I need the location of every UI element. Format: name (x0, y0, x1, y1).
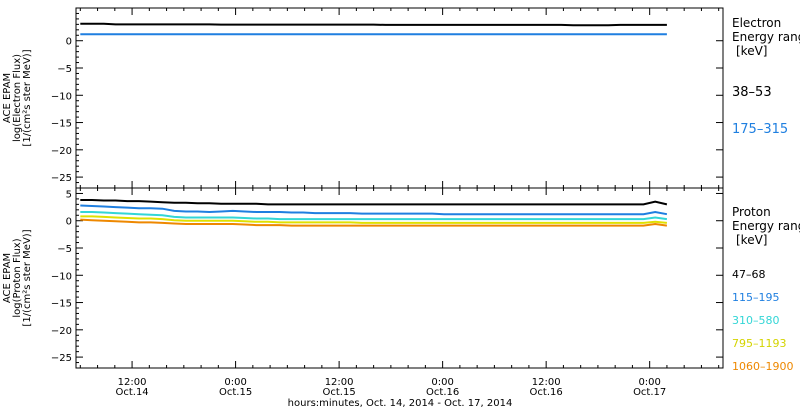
y-tick-label: −25 (51, 353, 72, 364)
proton-panel: 5 0 −5 −10 −15 −20 −25 ACE EPAM log(Proton Flu… (2, 187, 800, 373)
x-tick-date-label: Oct.17 (633, 387, 666, 398)
proton-legend-title-line3: [keV] (736, 233, 767, 247)
proton-legend-title-line1: Proton (732, 205, 771, 219)
legend-entry-38-53: 38–53 (732, 85, 772, 100)
series-line-310-580 (80, 211, 668, 221)
proton-ylabel-line3: [1/(cm²s ster MeV)] (22, 229, 33, 326)
electron-panel: 0 −5 −10 −15 −20 −25 ACE EPAM log(Electron Fl… (2, 7, 800, 189)
electron-ylabel-line1: ACE EPAM (2, 73, 13, 123)
x-tick-date-label: Oct.16 (426, 387, 459, 398)
series-line-47-68 (80, 199, 668, 206)
x-tick-time-label: 12:00 (118, 377, 147, 388)
y-tick-label: 0 (66, 37, 72, 48)
legend-entry-47-68: 47–68 (732, 268, 766, 281)
x-tick-date-label: Oct.14 (115, 387, 148, 398)
electron-ylabel-line3: [1/(cm²s ster MeV)] (22, 49, 33, 146)
x-tick-time-label: 12:00 (532, 377, 561, 388)
proton-series (80, 199, 668, 227)
electron-legend-title-line2: Energy range (732, 30, 800, 44)
proton-y-ticks: 5 0 −5 −10 −15 −20 −25 (51, 187, 723, 369)
x-tick-time-label: 0:00 (224, 377, 246, 388)
x-axis-label: hours:minutes, Oct. 14, 2014 - Oct. 17, … (288, 398, 513, 409)
electron-legend-title-line1: Electron (732, 16, 781, 30)
y-tick-label: −25 (51, 173, 72, 184)
legend-entry-310-580: 310–580 (732, 314, 780, 327)
y-tick-label: −15 (51, 299, 72, 310)
legend-entry-795-1193: 795–1193 (732, 337, 787, 350)
proton-plot-frame (75, 187, 724, 369)
electron-legend-title-line3: [keV] (736, 44, 767, 58)
y-tick-label: −10 (51, 91, 72, 102)
y-tick-label: −20 (51, 326, 72, 337)
legend-entry-115-195: 115–195 (732, 291, 780, 304)
y-tick-label: −10 (51, 271, 72, 282)
y-tick-label: −5 (57, 244, 72, 255)
x-tick-date-label: Oct.16 (530, 387, 563, 398)
x-tick-date-label: Oct.15 (323, 387, 356, 398)
electron-y-ticks: 0 −5 −10 −15 −20 −25 (51, 7, 723, 189)
y-tick-label: 5 (66, 189, 72, 200)
series-line-1060-1900 (80, 218, 668, 227)
x-tick-time-label: 0:00 (431, 377, 453, 388)
legend-entry-1060-1900: 1060–1900 (732, 360, 794, 373)
electron-series (80, 22, 667, 36)
legend-entry-175-315: 175–315 (732, 122, 788, 137)
proton-legend: 47–68 115–195 310–580 795–1193 1060–1900 (732, 268, 794, 373)
y-tick-label: −5 (57, 64, 72, 75)
series-line-38-53 (80, 22, 667, 27)
proton-x-ticks (79, 188, 720, 368)
electron-legend: 38–53 175–315 (732, 85, 788, 137)
proton-legend-title-line2: Energy range (732, 219, 800, 233)
x-tick-date-label: Oct.15 (219, 387, 252, 398)
proton-ylabel-line1: ACE EPAM (2, 253, 13, 303)
x-tick-time-label: 0:00 (638, 377, 660, 388)
y-tick-label: 0 (66, 217, 72, 228)
proton-ylabel-line2: log(Proton Flux) (12, 238, 23, 317)
y-tick-label: −20 (51, 146, 72, 157)
series-line-115-195 (80, 204, 668, 216)
y-tick-label: −15 (51, 119, 72, 130)
x-tick-labels: 12:00Oct.140:00Oct.1512:00Oct.150:00Oct.… (115, 377, 666, 398)
electron-ylabel-line2: log(Electron Flux) (12, 54, 23, 142)
x-tick-time-label: 12:00 (325, 377, 354, 388)
series-line-795-1193 (80, 215, 667, 224)
